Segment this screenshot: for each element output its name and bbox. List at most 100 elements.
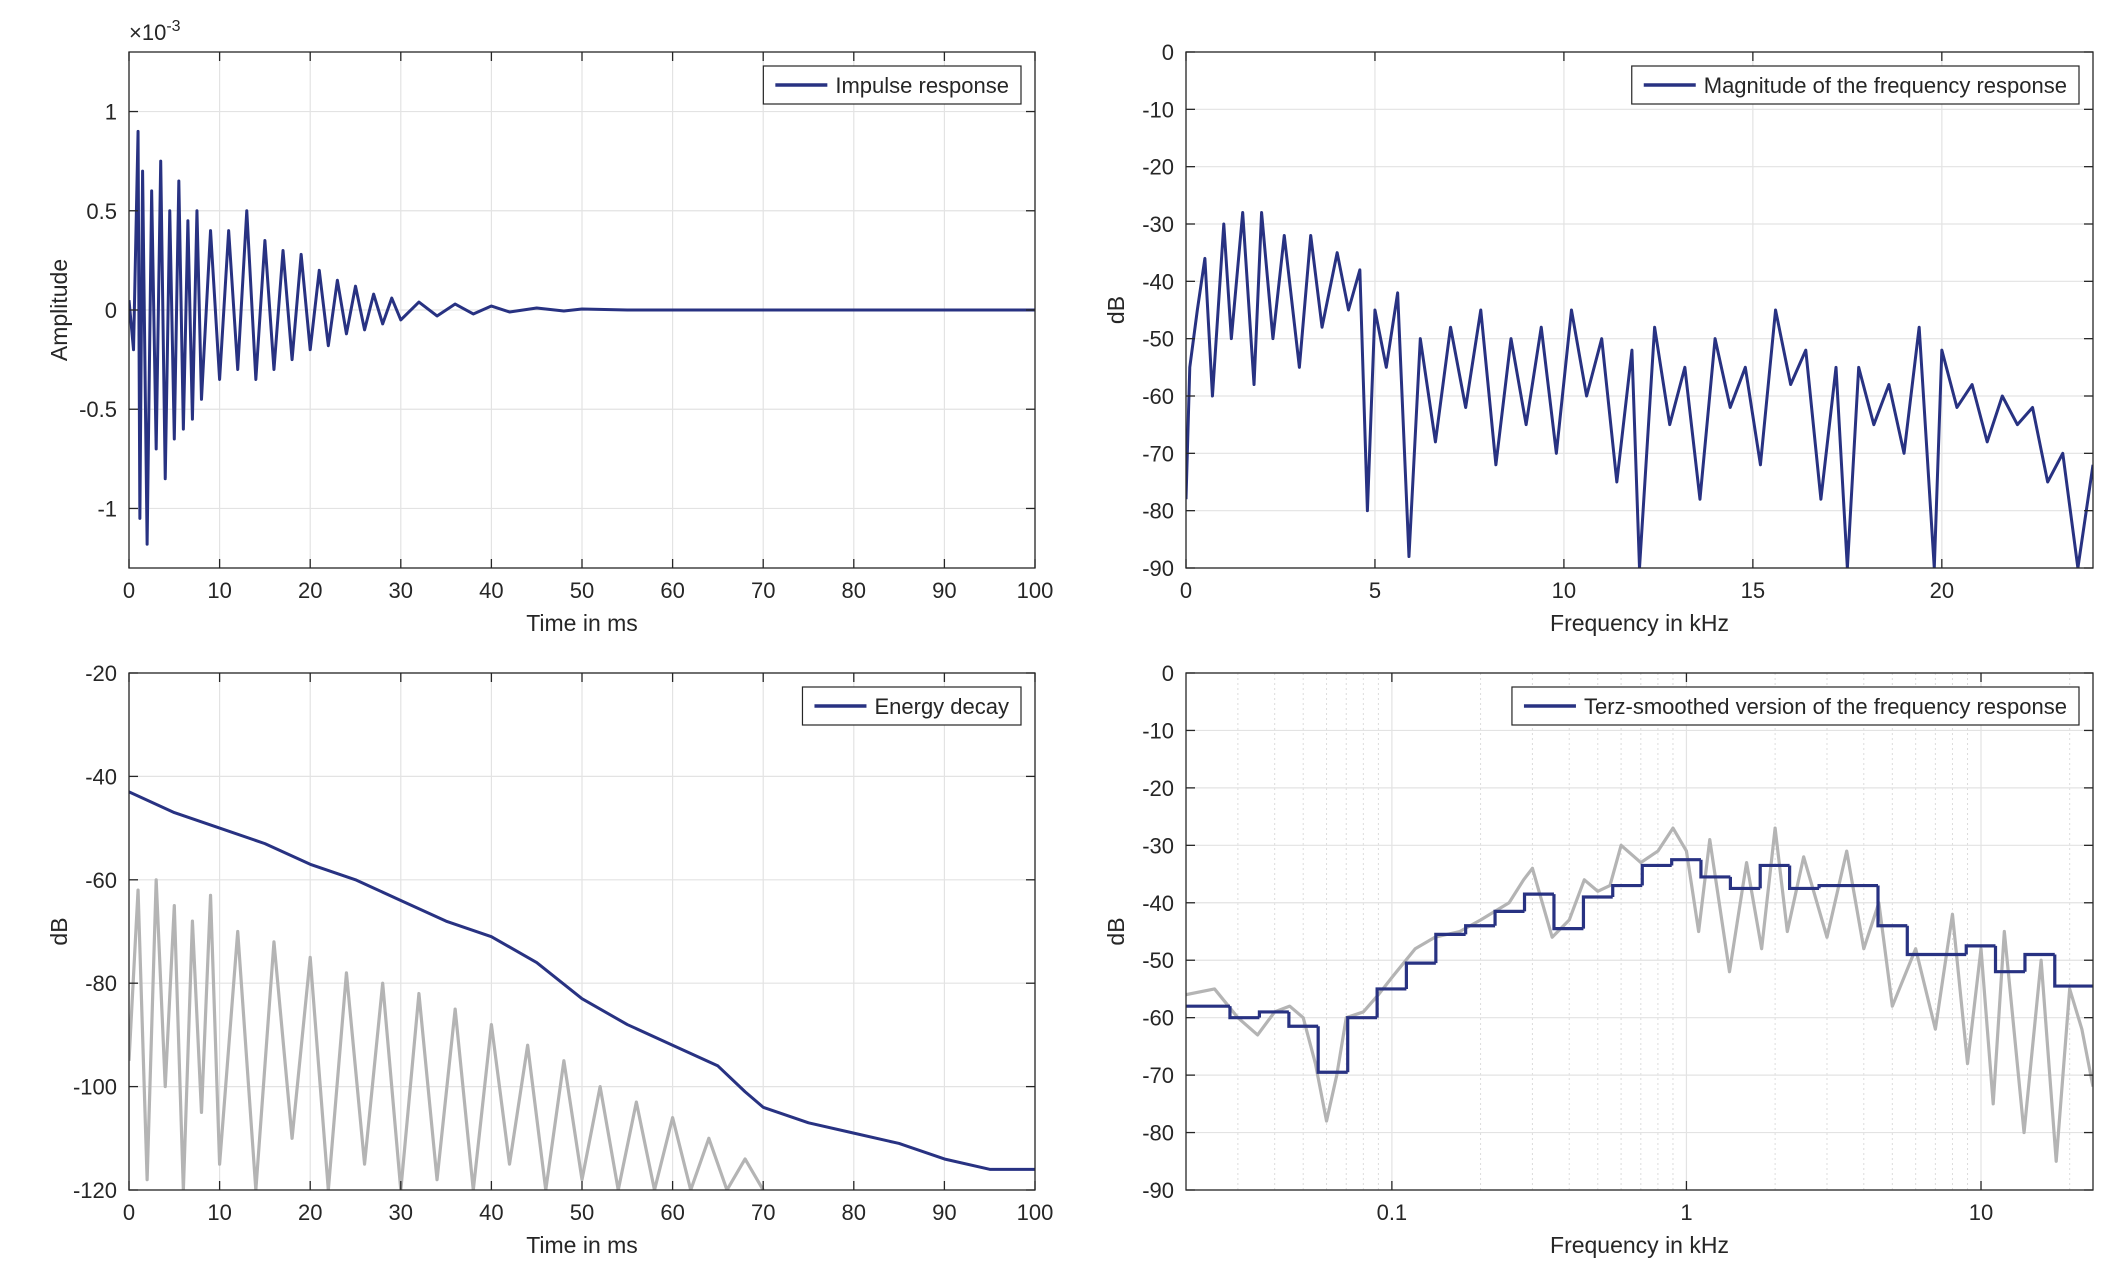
y-tick-label: 0.5 xyxy=(86,199,117,224)
x-tick-label: 80 xyxy=(842,578,866,603)
step-segment xyxy=(1640,863,1672,886)
legend-box xyxy=(1511,686,2080,726)
step-segment xyxy=(1493,909,1525,926)
x-tick-label: 40 xyxy=(479,1200,503,1225)
x-tick-label: 10 xyxy=(207,578,231,603)
step-segment xyxy=(1905,925,1967,957)
step-segment xyxy=(1257,1010,1289,1018)
x-tick-label: 0.1 xyxy=(1377,1200,1408,1225)
data-line xyxy=(129,878,765,1190)
x-tick-label: 5 xyxy=(1369,578,1381,603)
plot-area xyxy=(1186,673,2093,1190)
legend: Magnitude of the frequency response xyxy=(1631,65,2080,105)
y-tick-label: -80 xyxy=(1142,1121,1174,1146)
x-axis-label: Time in ms xyxy=(526,610,638,636)
y-tick-label: -40 xyxy=(1142,269,1174,294)
step-segment xyxy=(1346,1016,1378,1073)
series-group xyxy=(129,790,1035,1190)
multiplier-base: ×10 xyxy=(129,20,166,45)
step-segment xyxy=(1611,883,1643,898)
y-tick-label: -20 xyxy=(85,661,117,686)
x-tick-label: 80 xyxy=(842,1200,866,1225)
x-tick-label: 90 xyxy=(932,1200,956,1225)
step-segment xyxy=(1817,883,1878,889)
y-tick-label: -70 xyxy=(1142,1063,1174,1088)
x-tick-label: 20 xyxy=(298,578,322,603)
step-segment xyxy=(1464,924,1496,935)
panel: 0.1 1 10 -90 -80 -70 -60 -50 -40 -30 -20 -10 0 Freque… xyxy=(1103,661,2094,1258)
panel: 0 10 20 30 40 50 60 70 80 90 100 -120 -100 -80 -60 -40 -… xyxy=(46,661,1053,1258)
y-tick-label: -40 xyxy=(85,764,117,789)
step-segment xyxy=(1434,932,1466,964)
legend-label: Terz-smoothed version of the frequency r… xyxy=(1584,694,2067,719)
step-segment xyxy=(2053,954,2093,988)
legend-label: Energy decay xyxy=(874,694,1009,719)
series-group xyxy=(129,129,1035,546)
plot-area xyxy=(1186,52,2093,568)
x-tick-label: 20 xyxy=(1930,578,1954,603)
y-axis-label: dB xyxy=(1103,917,1129,945)
y-multiplier: ×10-3 xyxy=(129,18,181,45)
panel: 0 5 10 15 20 -90 -80 -70 -60 -50 -40 -30 -20 -10 0 Freq… xyxy=(1103,40,2094,636)
step-segment xyxy=(1788,865,1820,891)
y-tick-label: -90 xyxy=(1142,556,1174,581)
x-tick-label: 10 xyxy=(1969,1200,1993,1225)
y-tick-label: -20 xyxy=(1142,776,1174,801)
data-line xyxy=(129,790,1035,1171)
y-tick-label: -50 xyxy=(1142,327,1174,352)
step-segment xyxy=(2023,952,2055,972)
data-line xyxy=(129,129,1035,546)
y-axis-label: dB xyxy=(1103,296,1129,324)
step-segment xyxy=(1404,961,1436,989)
x-tick-label: 0 xyxy=(123,578,135,603)
legend: Terz-smoothed version of the frequency r… xyxy=(1511,686,2080,726)
x-tick-label: 70 xyxy=(751,1200,775,1225)
y-tick-label: -30 xyxy=(1142,833,1174,858)
y-tick-label: -30 xyxy=(1142,212,1174,237)
y-tick-label: -90 xyxy=(1142,1178,1174,1203)
y-tick-label: -10 xyxy=(1142,97,1174,122)
x-tick-label: 1 xyxy=(1680,1200,1692,1225)
legend-box xyxy=(1631,65,2080,105)
series-group xyxy=(1186,211,2093,568)
series-group xyxy=(1186,826,2093,1163)
step-segment xyxy=(1964,944,1996,955)
data-line xyxy=(1186,826,2093,1163)
step-segment xyxy=(1758,863,1790,889)
x-tick-label: 30 xyxy=(389,578,413,603)
step-segment xyxy=(1522,892,1554,912)
x-tick-label: 15 xyxy=(1741,578,1765,603)
y-tick-label: -10 xyxy=(1142,718,1174,743)
step-segment xyxy=(1993,945,2025,974)
y-tick-label: -50 xyxy=(1142,948,1174,973)
legend-label: Magnitude of the frequency response xyxy=(1704,73,2067,98)
y-tick-label: 0 xyxy=(105,298,117,323)
step-segment xyxy=(1728,876,1761,891)
x-tick-label: 90 xyxy=(932,578,956,603)
step-segment xyxy=(1316,1026,1348,1074)
y-tick-label: 0 xyxy=(1162,40,1174,65)
step-segment xyxy=(1375,987,1407,1018)
x-tick-label: 0 xyxy=(1180,578,1192,603)
axes-frame xyxy=(1185,51,2094,569)
legend: Impulse response xyxy=(762,65,1022,105)
x-tick-label: 40 xyxy=(479,578,503,603)
y-tick-label: -70 xyxy=(1142,441,1174,466)
x-tick-label: 30 xyxy=(389,1200,413,1225)
x-tick-label: 10 xyxy=(1552,578,1576,603)
y-tick-label: -120 xyxy=(73,1178,117,1203)
step-segment xyxy=(1552,894,1584,931)
x-tick-label: 100 xyxy=(1017,578,1054,603)
x-axis-label: Frequency in kHz xyxy=(1550,610,1729,636)
data-line xyxy=(1186,211,2093,568)
step-segment xyxy=(1287,1011,1319,1028)
x-tick-label: 60 xyxy=(660,1200,684,1225)
y-tick-label: -1 xyxy=(97,496,117,521)
y-tick-label: -80 xyxy=(85,971,117,996)
multiplier-exponent: -3 xyxy=(166,18,180,35)
y-tick-label: -60 xyxy=(85,868,117,893)
x-tick-label: 20 xyxy=(298,1200,322,1225)
x-tick-label: 10 xyxy=(207,1200,231,1225)
y-tick-label: -40 xyxy=(1142,891,1174,916)
y-tick-label: -80 xyxy=(1142,499,1174,524)
